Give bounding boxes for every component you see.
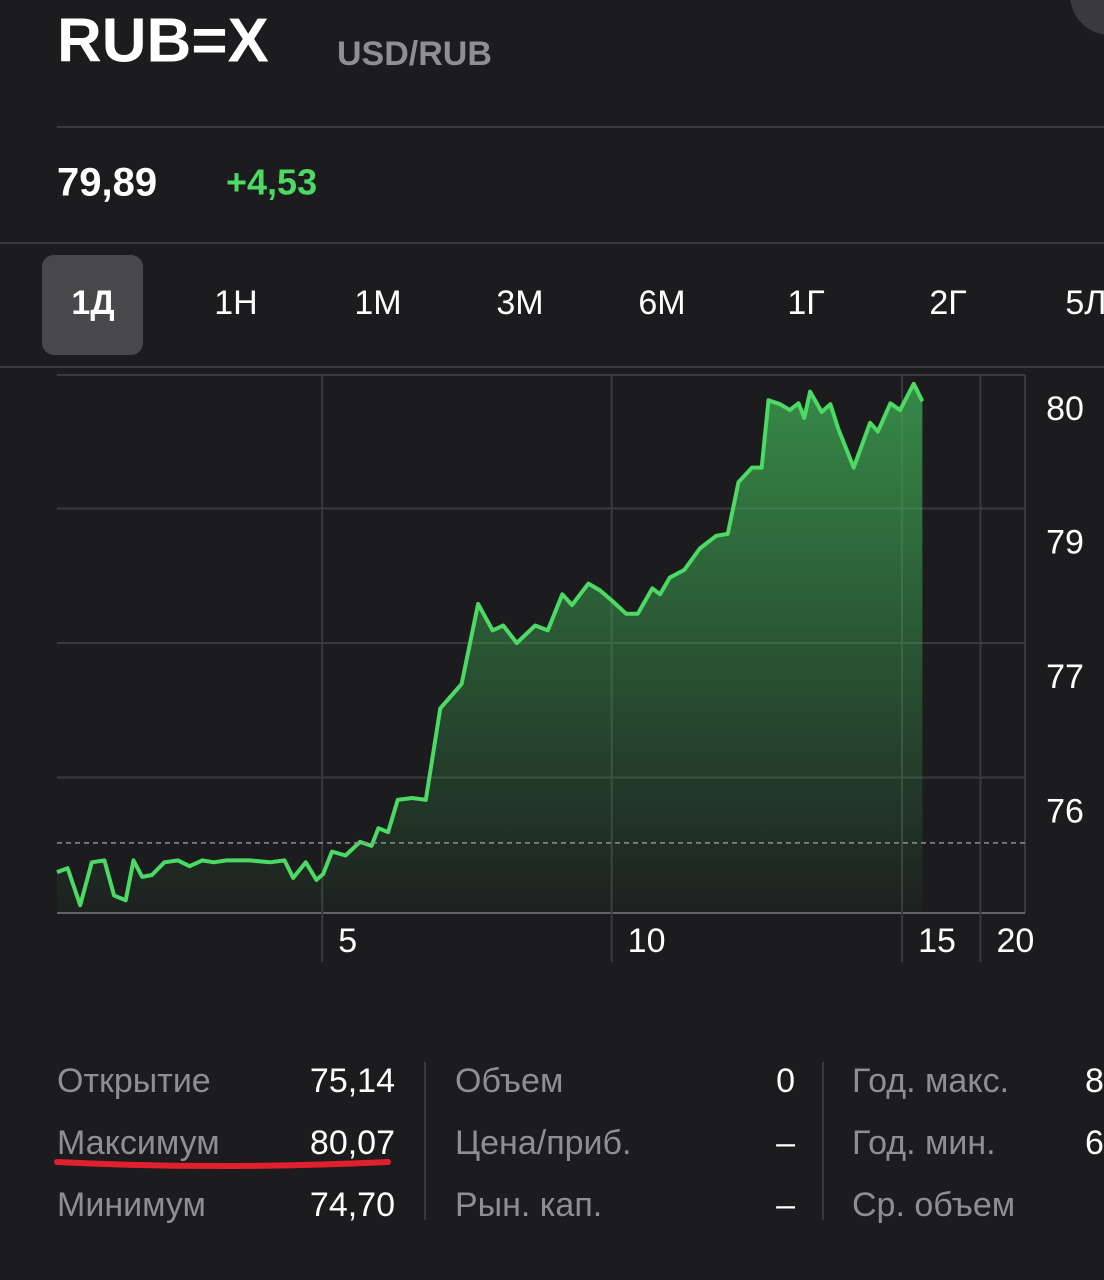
stat-value: 80,07 xyxy=(310,1124,395,1162)
tab-selected[interactable] xyxy=(42,255,143,355)
price: 79,89 xyxy=(57,161,157,205)
stat-label: Рын. кап. xyxy=(455,1186,602,1224)
change: +4,53 xyxy=(226,162,317,203)
x-tick-label: 20 xyxy=(996,922,1034,960)
highlight-underline xyxy=(54,1159,391,1169)
tab[interactable]: 1М xyxy=(354,284,401,322)
stat-value: – xyxy=(776,1186,795,1224)
stat-label: Максимум xyxy=(57,1124,220,1162)
x-tick-label: 5 xyxy=(338,922,357,960)
stat-label: Цена/приб. xyxy=(455,1124,631,1162)
stat-value: – xyxy=(776,1124,795,1162)
tab[interactable]: 2Г xyxy=(929,284,966,322)
price-line xyxy=(56,381,925,908)
stat-value: 75,14 xyxy=(310,1062,395,1100)
stat-value: 8 xyxy=(1085,1062,1104,1100)
stat-label: Минимум xyxy=(57,1186,206,1224)
y-tick-label: 79 xyxy=(1046,524,1084,562)
stat-label: Ср. объем xyxy=(852,1186,1015,1224)
y-tick-label: 76 xyxy=(1046,793,1084,831)
symbol: RUB=X xyxy=(57,6,269,75)
tab[interactable]: 1Н xyxy=(214,284,257,322)
stat-label: Год. мин. xyxy=(852,1124,996,1162)
x-tick-label: 10 xyxy=(628,922,666,960)
y-tick-label: 80 xyxy=(1046,390,1084,428)
tab[interactable]: 3М xyxy=(496,284,543,322)
stat-label: Открытие xyxy=(57,1062,211,1100)
stat-label: Год. макс. xyxy=(852,1062,1009,1100)
pair-name: USD/RUB xyxy=(337,35,492,73)
area xyxy=(57,383,923,913)
stat-value: 74,70 xyxy=(310,1186,395,1224)
stat-value: 0 xyxy=(776,1062,795,1100)
stat-value: 6 xyxy=(1085,1124,1104,1162)
tab[interactable]: 6М xyxy=(638,284,685,322)
tab[interactable]: 1Д xyxy=(71,284,114,322)
tab[interactable]: 5Л xyxy=(1065,284,1104,322)
x-tick-label: 15 xyxy=(918,922,956,960)
y-tick-label: 77 xyxy=(1046,658,1084,696)
stat-label: Объем xyxy=(455,1062,563,1100)
close-button[interactable] xyxy=(1070,0,1104,35)
tab[interactable]: 1Г xyxy=(787,284,824,322)
